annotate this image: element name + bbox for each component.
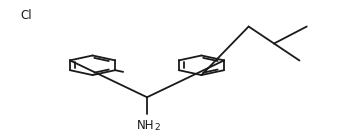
Text: 2: 2: [154, 123, 160, 132]
Text: Cl: Cl: [20, 9, 32, 22]
Text: NH: NH: [136, 119, 154, 132]
